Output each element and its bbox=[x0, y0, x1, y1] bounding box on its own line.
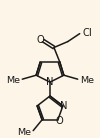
Text: N: N bbox=[46, 77, 54, 87]
Text: Cl: Cl bbox=[83, 28, 92, 38]
Text: O: O bbox=[36, 35, 44, 45]
Text: Me: Me bbox=[80, 76, 94, 85]
Text: N: N bbox=[60, 101, 68, 111]
Text: Me: Me bbox=[17, 128, 31, 137]
Text: O: O bbox=[55, 116, 63, 126]
Text: Me: Me bbox=[6, 76, 20, 85]
